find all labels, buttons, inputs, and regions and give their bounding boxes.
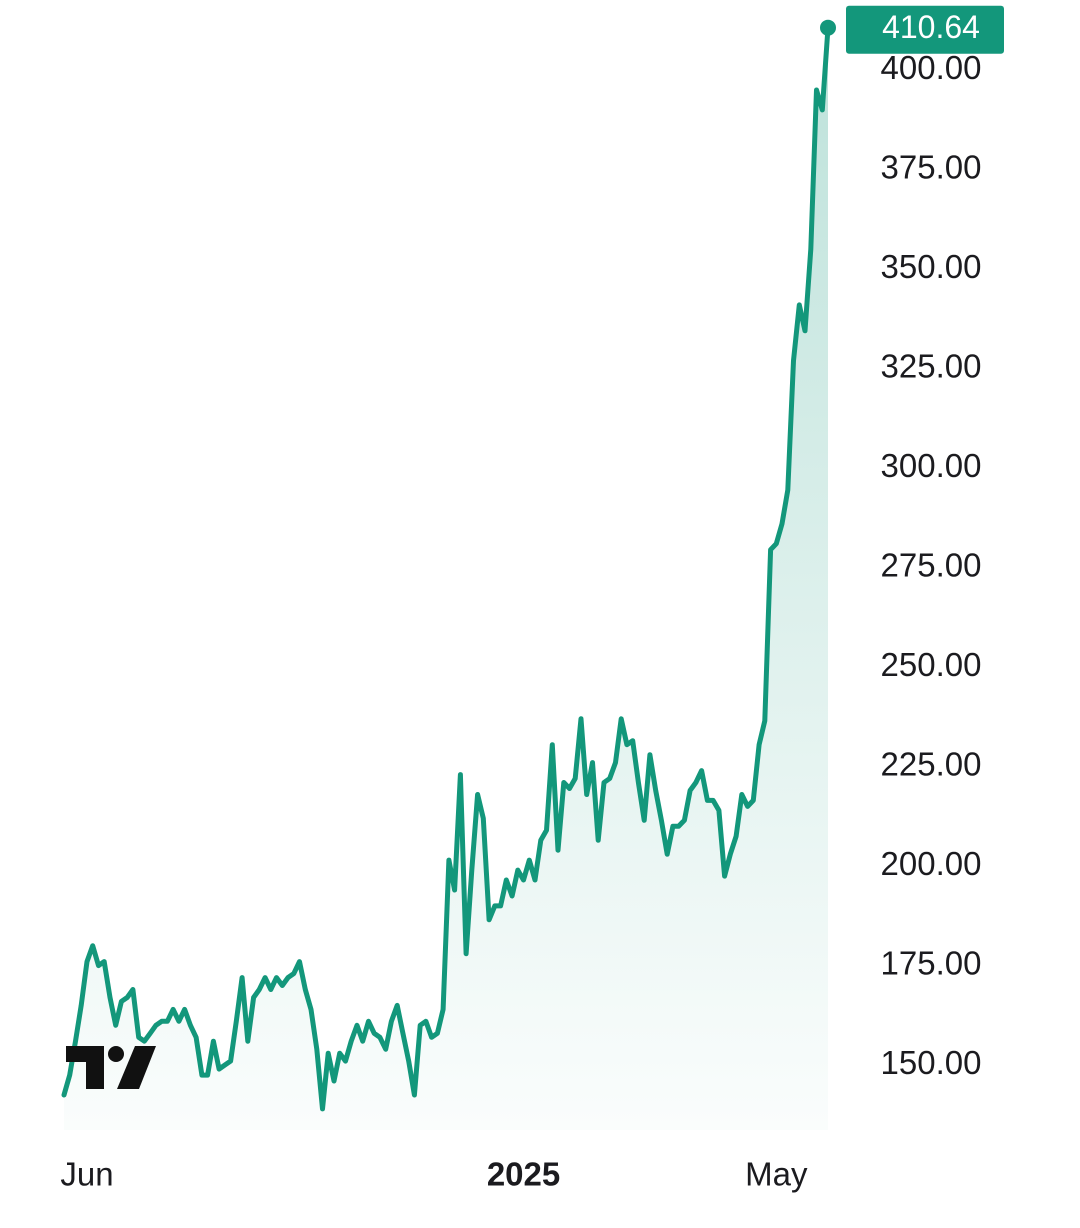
x-tick-label: 2025 [487, 1156, 560, 1193]
y-tick-label: 150.00 [881, 1044, 982, 1081]
y-tick-label: 175.00 [881, 944, 982, 981]
y-tick-label: 400.00 [881, 49, 982, 86]
y-tick-label: 200.00 [881, 845, 982, 882]
y-tick-label: 375.00 [881, 148, 982, 185]
y-tick-label: 350.00 [881, 248, 982, 285]
price-badge-label: 410.64 [882, 9, 980, 45]
logo-part [117, 1046, 156, 1089]
price-line [61, 25, 831, 1112]
price-badge [846, 5, 1004, 54]
y-tick-label: 275.00 [881, 546, 982, 583]
x-tick-label: May [745, 1156, 808, 1193]
logo [66, 1046, 156, 1089]
y-tick-label: 250.00 [881, 646, 982, 683]
logo-part [66, 1046, 104, 1089]
area [64, 27, 828, 1131]
y-tick-label: 325.00 [881, 347, 982, 384]
y-tick-label: 225.00 [881, 745, 982, 782]
x-tick-label: Jun [60, 1156, 113, 1193]
last-point [820, 19, 836, 36]
plot-area [61, 25, 831, 1131]
y-tick-label: 300.00 [881, 447, 982, 484]
logo-part [108, 1046, 124, 1062]
